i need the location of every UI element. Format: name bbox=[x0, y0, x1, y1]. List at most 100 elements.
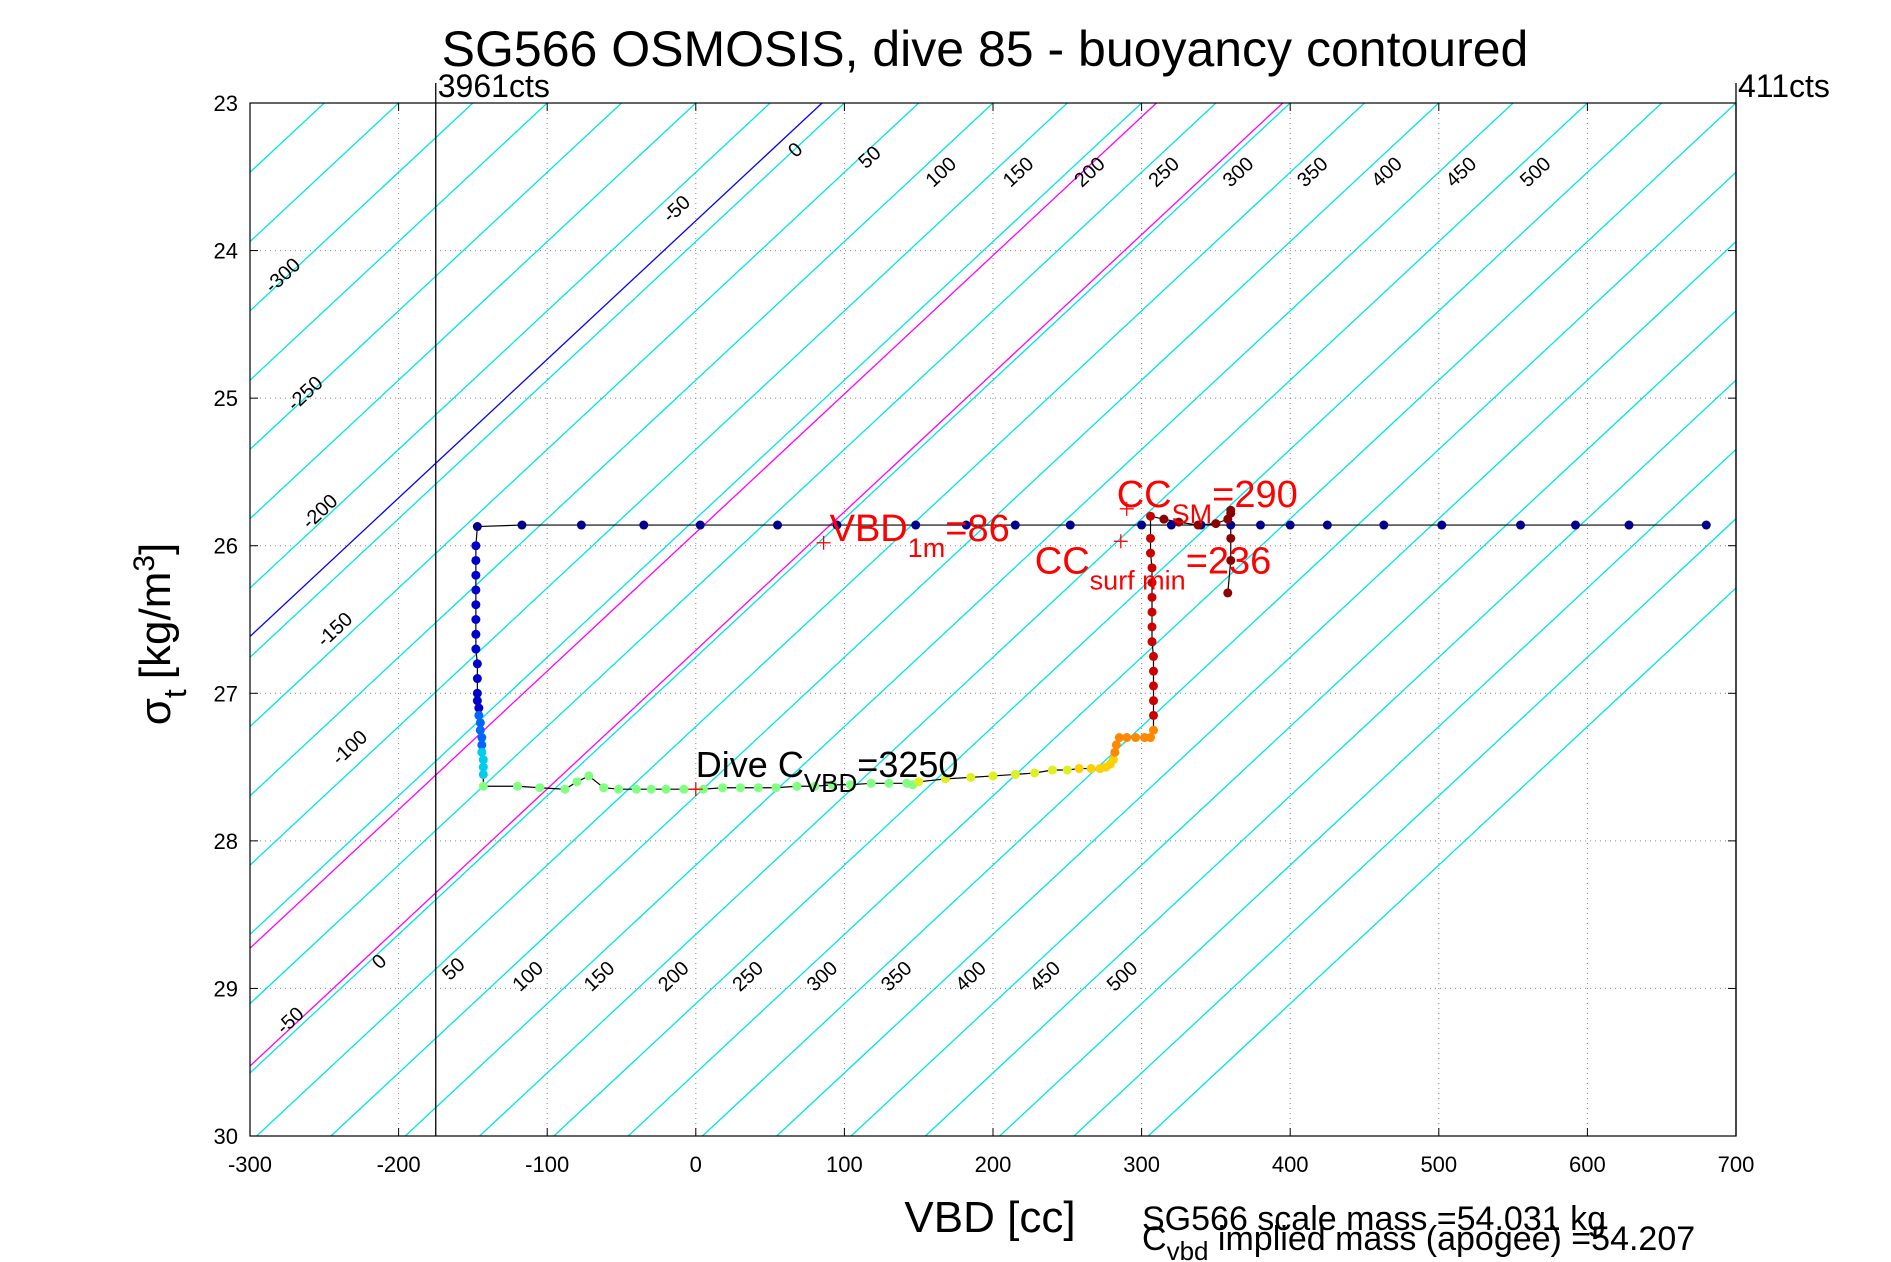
dive-cvbd-label: Dive CVBD=3250 bbox=[696, 744, 959, 798]
contour-line bbox=[924, 379, 1736, 1136]
y-axis-label-units: [kg/m bbox=[131, 572, 180, 680]
x-tick-label: 100 bbox=[826, 1152, 863, 1177]
buoyancy-contours: -300-250-200-150-100-500 50 100 150 200 250 30… bbox=[250, 103, 1736, 1136]
trace-point bbox=[966, 772, 976, 782]
chart-title: SG566 OSMOSIS, dive 85 - buoyancy contou… bbox=[442, 21, 1529, 77]
trace-point bbox=[735, 783, 745, 793]
trace-point bbox=[1516, 520, 1526, 530]
trace-point bbox=[1146, 733, 1156, 743]
contour-line bbox=[250, 103, 548, 382]
vbd-1m-label-value: =86 bbox=[945, 508, 1009, 550]
x-tick-label: -100 bbox=[525, 1152, 569, 1177]
trace-point bbox=[576, 520, 586, 530]
contour-line bbox=[250, 103, 622, 451]
trace-point bbox=[988, 771, 998, 781]
trace-point bbox=[474, 703, 484, 713]
trace-point bbox=[1147, 592, 1157, 602]
trace-point bbox=[1147, 637, 1157, 647]
trace-point bbox=[1114, 733, 1124, 743]
trace-point bbox=[661, 784, 671, 794]
trace-point bbox=[471, 629, 481, 639]
trace-point bbox=[646, 784, 656, 794]
trace-point bbox=[560, 784, 570, 794]
contour-line bbox=[1073, 517, 1736, 1136]
zero-contour-line bbox=[250, 103, 823, 638]
trace-point bbox=[475, 718, 485, 728]
trace-point bbox=[471, 555, 481, 565]
x-tick-label: 0 bbox=[690, 1152, 702, 1177]
trace-point bbox=[639, 520, 649, 530]
trace-point bbox=[471, 541, 481, 551]
contour-line bbox=[553, 103, 1663, 1136]
y-tick-label: 30 bbox=[214, 1124, 238, 1149]
y-tick-label: 28 bbox=[214, 829, 238, 854]
trace-point bbox=[517, 520, 527, 530]
footer-implied-mass-c: C bbox=[1142, 1220, 1167, 1258]
trace-point bbox=[1010, 769, 1020, 779]
vbd-1m-label: VBD1m=86 bbox=[830, 508, 1010, 563]
trace-point bbox=[1147, 578, 1157, 588]
trace-point bbox=[1148, 651, 1158, 661]
trace-point bbox=[1571, 520, 1581, 530]
trace-point bbox=[1193, 520, 1203, 530]
trace-point bbox=[471, 615, 481, 624]
x-axis-label: VBD [cc] bbox=[904, 1193, 1075, 1242]
x-tick-label: -200 bbox=[377, 1152, 421, 1177]
contour-line bbox=[250, 103, 697, 520]
trace-point bbox=[599, 783, 609, 793]
trace-point bbox=[1131, 733, 1141, 743]
y-axis-label-subscript: t bbox=[157, 689, 193, 698]
trace-point bbox=[1148, 710, 1158, 720]
trace-point bbox=[472, 522, 482, 532]
contour-line bbox=[250, 103, 771, 589]
contour-line bbox=[250, 103, 1143, 936]
trace-point bbox=[535, 783, 545, 793]
trace-point bbox=[472, 688, 482, 698]
magenta-contour-line bbox=[250, 103, 1284, 1067]
vbd-1m-label-subscript: 1m bbox=[908, 533, 946, 563]
counts-right-label: 411cts bbox=[1738, 68, 1830, 104]
trace-point bbox=[471, 600, 481, 610]
trace-point bbox=[1074, 764, 1084, 774]
x-tick-label: 700 bbox=[1718, 1152, 1755, 1177]
cc-surf-min-label: CCsurf min=236 bbox=[1035, 540, 1272, 595]
trace-point bbox=[1437, 520, 1447, 530]
trace-point bbox=[1148, 666, 1158, 676]
trace-point bbox=[718, 783, 728, 793]
cc-sm-label-value: =290 bbox=[1212, 474, 1298, 516]
trace-point bbox=[478, 762, 488, 772]
counts-left-label: 3961cts bbox=[438, 68, 550, 104]
trace-point bbox=[1065, 520, 1075, 530]
contour-line bbox=[850, 309, 1736, 1136]
trace-point bbox=[914, 777, 924, 787]
trace-point bbox=[1010, 520, 1020, 530]
trace-point bbox=[631, 784, 641, 794]
dive-cvbd-label-subscript: VBD bbox=[804, 768, 857, 798]
contour-line bbox=[330, 103, 1440, 1136]
x-tick-label: 400 bbox=[1272, 1152, 1309, 1177]
trace-point bbox=[753, 783, 763, 793]
contour-line bbox=[250, 103, 474, 312]
trace-point bbox=[1146, 548, 1156, 558]
trace-point bbox=[477, 740, 487, 750]
trace-point bbox=[1086, 764, 1096, 774]
y-axis-label-units-close: ] bbox=[131, 543, 180, 555]
contour-line bbox=[256, 103, 1365, 1136]
trace-point bbox=[512, 781, 522, 791]
trace-point bbox=[478, 755, 488, 765]
trace-point bbox=[1146, 511, 1156, 521]
contour-line bbox=[702, 171, 1736, 1136]
trace-point bbox=[1624, 520, 1634, 530]
trace-point bbox=[472, 674, 482, 684]
trace-point bbox=[1110, 747, 1120, 757]
trace-point bbox=[1147, 563, 1157, 573]
trace-point bbox=[911, 520, 921, 530]
trace-point bbox=[1226, 505, 1236, 515]
contour-line bbox=[250, 103, 1217, 1005]
trace-point bbox=[471, 570, 481, 580]
trace-point bbox=[961, 520, 971, 530]
trace-point bbox=[1226, 555, 1236, 565]
y-tick-label: 23 bbox=[214, 91, 238, 116]
